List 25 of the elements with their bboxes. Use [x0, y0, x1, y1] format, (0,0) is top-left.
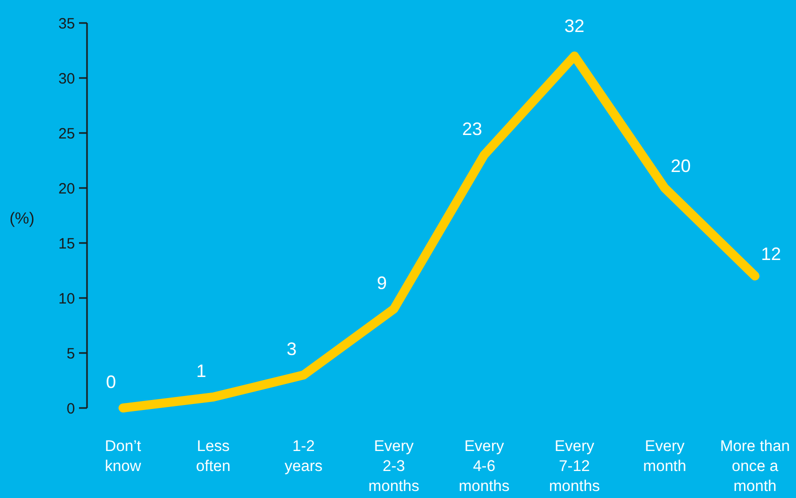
x-tick-label: More than once a month — [720, 438, 790, 495]
x-tick-label: 1-2 years — [284, 438, 323, 475]
data-label: 0 — [106, 372, 116, 392]
data-label: 32 — [564, 16, 584, 36]
x-tick-label: Don’t know — [104, 438, 142, 475]
data-label: 20 — [670, 156, 691, 176]
data-label: 12 — [761, 244, 782, 264]
x-tick-label: Every month — [643, 438, 686, 475]
y-tick-label: 0 — [66, 400, 75, 418]
y-tick-label: 5 — [66, 345, 75, 362]
data-label: 9 — [376, 273, 387, 293]
x-tick-label: Every 2-3 months — [368, 438, 420, 495]
y-tick-label: 15 — [58, 235, 75, 252]
y-tick-label: 30 — [58, 70, 75, 88]
data-label: 3 — [286, 339, 297, 359]
y-tick-label: 20 — [58, 180, 75, 198]
data-label: 23 — [462, 119, 482, 139]
y-tick-label: 25 — [58, 125, 75, 142]
y-tick-label: 10 — [58, 290, 75, 308]
y-axis-title: (%) — [10, 210, 34, 228]
x-tick-label: Every 4-6 months — [458, 438, 510, 495]
data-label: 1 — [196, 361, 206, 381]
y-tick-label: 35 — [58, 15, 75, 32]
x-tick-label: Every 7-12 months — [549, 438, 600, 495]
x-tick-label: Less often — [196, 438, 231, 475]
